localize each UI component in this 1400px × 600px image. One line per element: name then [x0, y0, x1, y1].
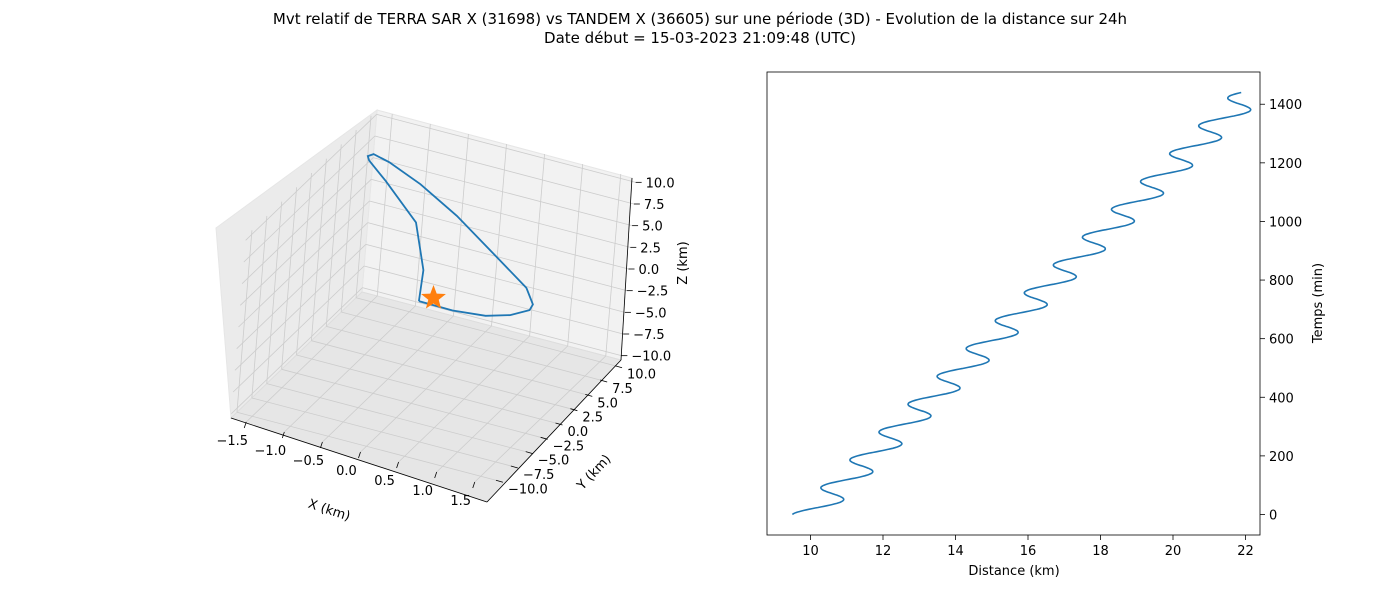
y2d-tick-label: 200 [1269, 450, 1294, 465]
plot-3d: −1.5−1.0−0.50.00.51.01.5−10.0−7.5−5.0−2.… [215, 108, 691, 525]
x2d-tick-label: 22 [1237, 544, 1254, 559]
x2d-tick-label: 18 [1092, 544, 1109, 559]
z3d-tick-label: 10.0 [646, 176, 675, 191]
z3d-tick-label: 2.5 [640, 241, 661, 256]
x2d-tick-label: 14 [947, 544, 964, 559]
y3d-tick-label: −10.0 [508, 482, 548, 497]
distance-line [791, 91, 1252, 516]
z-axis-label: Z (km) [676, 241, 691, 284]
y2d-axis-label: Temps (min) [1311, 263, 1326, 344]
x3d-tick-mark [281, 431, 285, 439]
y3d-tick-mark [510, 465, 518, 469]
y3d-tick-label: 2.5 [582, 411, 603, 426]
chart-title-line1: Mvt relatif de TERRA SAR X (31698) vs TA… [272, 10, 1128, 28]
y3d-tick-mark [585, 393, 593, 397]
y3d-tick-label: −7.5 [523, 468, 555, 483]
x3d-tick-mark [434, 471, 438, 479]
z3d-tick-label: 5.0 [642, 220, 663, 235]
y-axis-line [486, 359, 622, 503]
x3d-tick-mark [472, 481, 476, 489]
ticks-3d: −1.5−1.0−0.50.00.51.01.5−10.0−7.5−5.0−2.… [216, 176, 674, 509]
x3d-tick-label: 1.5 [450, 494, 471, 509]
x2d-tick-label: 20 [1165, 544, 1182, 559]
plot-2d: 10 12 14 16 18 20 220200400600800100012001400 … [766, 71, 1326, 579]
ticks-2d: 10 12 14 16 18 20 22 0 200 400 600 800 1000 1200 1400 [802, 98, 1302, 559]
orbit-line [366, 153, 534, 317]
x3d-tick-mark [358, 451, 361, 459]
y2d-tick-label: 1000 [1269, 215, 1302, 230]
x-axis-label: X (km) [306, 497, 352, 525]
x-axis-line [230, 417, 488, 503]
y2d-tick-label: 600 [1269, 333, 1294, 348]
x3d-tick-label: 0.5 [374, 474, 395, 489]
x2d-tick-label: 10 [802, 544, 819, 559]
x2d-tick-label: 16 [1020, 544, 1037, 559]
x3d-tick-label: −0.5 [293, 454, 325, 469]
z-axis-line [620, 177, 633, 361]
x3d-tick-mark [320, 441, 323, 449]
z3d-tick-label: −10.0 [631, 350, 671, 365]
x3d-tick-mark [396, 461, 399, 469]
x3d-tick-label: 1.0 [412, 484, 433, 499]
y3d-tick-label: 10.0 [627, 368, 656, 383]
z3d-tick-label: 0.0 [639, 263, 660, 278]
y3d-tick-label: −2.5 [553, 439, 585, 454]
y3d-tick-label: 0.0 [568, 425, 589, 440]
grid-3d [231, 113, 636, 483]
z3d-tick-label: −7.5 [633, 328, 665, 343]
x2d-axis-label: Distance (km) [968, 564, 1059, 579]
y2d-tick-label: 800 [1269, 274, 1294, 289]
y2d-tick-label: 400 [1269, 391, 1294, 406]
y3d-tick-mark [600, 379, 608, 383]
z3d-tick-label: −2.5 [637, 285, 669, 300]
y3d-tick-mark [555, 422, 563, 426]
z3d-tick-label: −5.0 [635, 306, 667, 321]
y3d-tick-mark [570, 408, 578, 412]
y3d-tick-label: −5.0 [538, 454, 570, 469]
y2d-tick-label: 0 [1269, 508, 1277, 523]
y2d-tick-label: 1400 [1269, 98, 1302, 113]
y3d-tick-mark [614, 365, 623, 369]
y3d-tick-label: 5.0 [597, 396, 618, 411]
x2d-tick-label: 12 [875, 544, 892, 559]
y3d-tick-mark [525, 451, 533, 455]
y3d-tick-mark [540, 436, 548, 440]
y-axis-label: Y (km) [574, 452, 615, 494]
plot-2d-frame [766, 71, 1261, 536]
y3d-tick-label: 7.5 [612, 382, 633, 397]
x3d-tick-mark [243, 421, 247, 429]
z3d-tick-label: 7.5 [644, 198, 665, 213]
chart-title: Mvt relatif de TERRA SAR X (31698) vs TA… [0, 10, 1400, 48]
y3d-tick-mark [495, 479, 504, 483]
chart-title-line2: Date début = 15-03-2023 21:09:48 (UTC) [544, 29, 856, 47]
star-marker [421, 285, 446, 309]
y2d-tick-label: 1200 [1269, 157, 1302, 172]
x3d-tick-label: −1.0 [255, 444, 287, 459]
x3d-tick-label: −1.5 [216, 434, 248, 449]
x3d-tick-label: 0.0 [336, 464, 357, 479]
